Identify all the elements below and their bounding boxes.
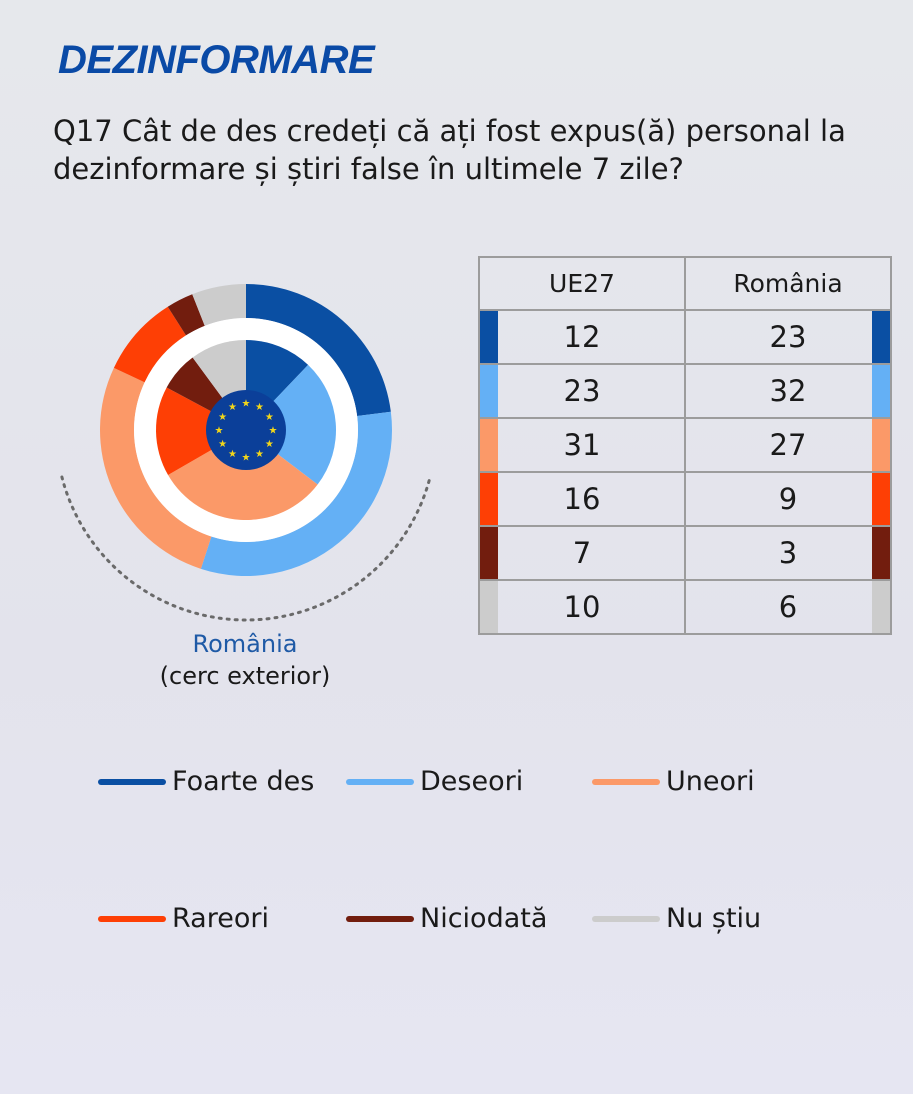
color-swatch <box>480 419 498 471</box>
cell-value: 3 <box>778 536 798 570</box>
table-cell-eu27: 16 <box>478 471 686 527</box>
table-cell-romania: 9 <box>684 471 892 527</box>
slice-eu27-2 <box>168 430 318 520</box>
table-row: 12 23 <box>478 309 892 365</box>
cell-value: 32 <box>769 374 807 408</box>
page-title: DEZINFORMARE <box>58 38 375 82</box>
color-swatch <box>480 527 498 579</box>
table-cell-eu27: 7 <box>478 525 686 581</box>
cell-value: 23 <box>769 320 807 354</box>
color-swatch <box>872 419 890 471</box>
color-swatch <box>480 365 498 417</box>
data-table: UE27 România 12 23 23 32 31 27 16 9 7 3 … <box>478 256 892 635</box>
color-swatch <box>480 311 498 363</box>
slice-romania-2 <box>100 367 212 569</box>
eu-star-icon: ★ <box>215 426 224 437</box>
cell-value: 7 <box>572 536 592 570</box>
table-cell-romania: 32 <box>684 363 892 419</box>
eu-star-icon: ★ <box>228 402 237 413</box>
cell-value: 6 <box>778 590 798 624</box>
eu-star-icon: ★ <box>242 453 251 464</box>
slice-eu27-3 <box>156 387 246 475</box>
legend-label: Foarte des <box>172 766 315 797</box>
table-cell-romania: 23 <box>684 309 892 365</box>
cell-value: 27 <box>769 428 807 462</box>
legend-line-icon <box>98 778 166 785</box>
table-header-row: UE27 România <box>478 256 892 311</box>
table-cell-eu27: 12 <box>478 309 686 365</box>
table-cell-eu27: 10 <box>478 579 686 635</box>
eu-star-icon: ★ <box>265 412 274 423</box>
legend-item-deseori: Deseori <box>346 766 523 797</box>
cell-value: 12 <box>563 320 601 354</box>
legend-item-niciodata: Niciodată <box>346 903 547 934</box>
legend-line-icon <box>592 778 660 785</box>
eu-star-icon: ★ <box>218 439 227 450</box>
legend-line-icon <box>346 778 414 785</box>
table-cell-romania: 6 <box>684 579 892 635</box>
color-swatch <box>872 365 890 417</box>
eu-flag-icon <box>206 390 286 470</box>
cell-value: 31 <box>563 428 601 462</box>
outer-ring-bracket <box>60 475 432 622</box>
table-row: 7 3 <box>478 525 892 581</box>
color-swatch <box>480 581 498 633</box>
legend-label: Rareori <box>172 903 269 934</box>
table-row: 10 6 <box>478 579 892 635</box>
color-swatch <box>872 311 890 363</box>
eu-star-icon: ★ <box>255 449 264 460</box>
table-row: 23 32 <box>478 363 892 419</box>
table-cell-eu27: 31 <box>478 417 686 473</box>
legend-label: Uneori <box>666 766 755 797</box>
slice-romania-3 <box>113 306 186 383</box>
legend-item-rareori: Rareori <box>98 903 269 934</box>
cell-value: 9 <box>778 482 798 516</box>
color-swatch <box>872 527 890 579</box>
slice-romania-5 <box>192 284 246 326</box>
slice-eu27-1 <box>246 364 336 485</box>
legend-line-icon <box>98 915 166 922</box>
legend-line-icon <box>346 915 414 922</box>
eu-star-icon: ★ <box>228 449 237 460</box>
legend-item-nu-stiu: Nu știu <box>592 903 761 934</box>
slice-romania-1 <box>200 411 392 576</box>
eu-star-icon: ★ <box>218 412 227 423</box>
question-text: Q17 Cât de des credeți că ați fost expus… <box>53 114 846 186</box>
table-cell-eu27: 23 <box>478 363 686 419</box>
eu-star-icon: ★ <box>255 402 264 413</box>
donut-chart: ★ ★★★★★★★★★★★ <box>60 284 432 622</box>
eu-star-icon: ★ <box>269 426 278 437</box>
eu-star-icon: ★ <box>242 399 251 410</box>
table-cell-romania: 3 <box>684 525 892 581</box>
legend-item-uneori: Uneori <box>592 766 755 797</box>
color-swatch <box>872 581 890 633</box>
table-cell-romania: 27 <box>684 417 892 473</box>
outer-ring-note: (cerc exterior) <box>159 662 331 690</box>
legend-line-icon <box>592 915 660 922</box>
legend-label: Nu știu <box>666 903 762 934</box>
cell-value: 23 <box>563 374 601 408</box>
legend-label: Deseori <box>420 766 524 797</box>
eu-star-icon: ★ <box>265 439 274 450</box>
legend-label: Niciodată <box>420 903 548 934</box>
cell-value: 10 <box>563 590 601 624</box>
column-header-eu27: UE27 <box>478 256 686 311</box>
cell-value: 16 <box>563 482 601 516</box>
table-row: 31 27 <box>478 417 892 473</box>
outer-ring-label: România <box>192 630 298 658</box>
legend-item-foarte-des: Foarte des <box>98 766 314 797</box>
color-swatch <box>872 473 890 525</box>
slice-romania-0 <box>246 284 391 416</box>
table-row: 16 9 <box>478 471 892 527</box>
slice-romania-4 <box>167 294 205 336</box>
color-swatch <box>480 473 498 525</box>
column-header-romania: România <box>684 256 892 311</box>
